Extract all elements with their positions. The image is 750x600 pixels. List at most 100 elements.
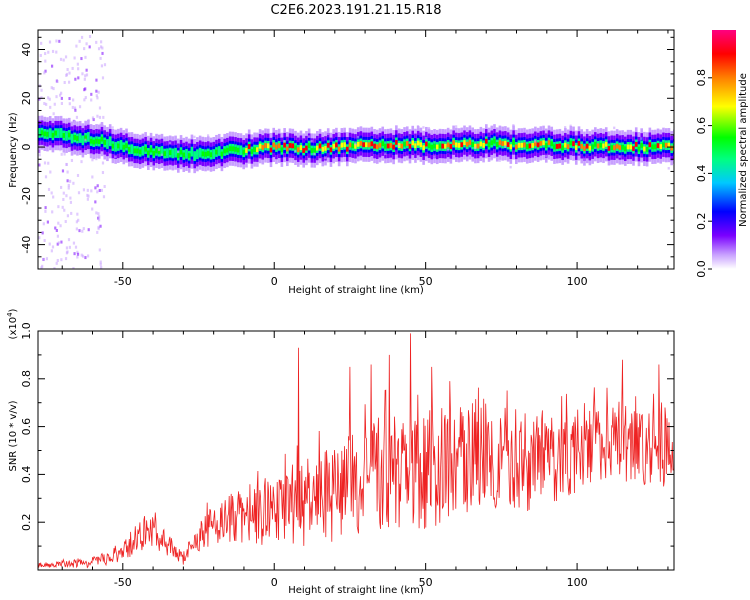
heatmap-cell — [618, 155, 621, 158]
heatmap-cell — [103, 184, 106, 188]
heatmap-cell — [416, 125, 420, 128]
heatmap-cell — [106, 141, 109, 147]
heatmap-cell — [643, 146, 646, 152]
snr-multiplier: (x104) — [6, 308, 19, 339]
heatmap-cell — [82, 188, 86, 192]
heatmap-cell — [583, 158, 586, 161]
heatmap-cell — [43, 102, 46, 106]
heatmap-cell — [48, 97, 51, 101]
heatmap-cell — [277, 143, 281, 149]
heatmap-cell — [38, 130, 41, 136]
heatmap-cell — [43, 71, 46, 75]
heatmap-cell — [583, 146, 586, 152]
heatmap-cell — [98, 218, 101, 222]
heatmap-cell — [351, 143, 355, 149]
heatmap-cell — [98, 188, 101, 192]
heatmap-cell — [49, 170, 52, 174]
snr-panel: -50 0 50 100 0.2 0.4 0.6 0.8 1.0 Height of strai… — [6, 308, 675, 596]
heatmap-cell — [84, 55, 87, 59]
heatmap-cell — [299, 145, 303, 151]
heatmap-cell — [81, 229, 84, 233]
heatmap-cell — [572, 141, 575, 147]
heatmap-cell — [95, 40, 98, 44]
heatmap-cell — [324, 145, 327, 151]
heatmap-cell — [359, 140, 363, 146]
heatmap-cell — [63, 81, 66, 85]
heatmap-cell — [288, 143, 292, 148]
heatmap-cell — [77, 218, 80, 222]
heatmap-cell — [56, 234, 59, 238]
heatmap-cell — [403, 141, 406, 147]
heatmap-cell — [65, 72, 68, 76]
heatmap-cell — [96, 230, 99, 234]
heatmap-cell — [97, 139, 101, 145]
heatmap-cell — [49, 105, 52, 109]
heatmap-cell — [77, 191, 81, 195]
heatmap-cell — [474, 146, 477, 150]
heatmap-cell — [111, 143, 115, 149]
heatmap-cell — [52, 112, 55, 116]
heatmap-cell — [365, 142, 368, 148]
heatmap-cell — [381, 141, 385, 147]
heatmap-cell — [618, 145, 622, 150]
heatmap-cell — [479, 141, 483, 147]
heatmap-cell — [87, 228, 90, 232]
heatmap-cell — [102, 115, 105, 119]
heatmap-cell — [182, 152, 186, 158]
heatmap-cell — [60, 258, 63, 262]
snr-series-line — [38, 333, 674, 569]
heatmap-cell — [386, 143, 390, 149]
heatmap-cell — [88, 35, 92, 39]
heatmap-cell — [133, 148, 136, 154]
heatmap-cell — [444, 143, 447, 149]
heatmap-cell — [78, 135, 82, 141]
heatmap-cell — [460, 142, 464, 148]
heatmap-cell — [114, 144, 117, 150]
heatmap-cell — [55, 261, 58, 265]
heatmap-cell — [40, 96, 43, 100]
heatmap-cell — [256, 147, 259, 153]
heatmap-x-label: Height of straight line (km) — [288, 285, 424, 296]
heatmap-cell — [91, 158, 94, 162]
heatmap-cell — [68, 80, 71, 84]
heatmap-cell — [171, 150, 175, 156]
snr-x-tick-label: 0 — [271, 576, 278, 589]
heatmap-cell — [97, 90, 100, 94]
heatmap-cell — [231, 146, 235, 152]
heatmap-cell — [64, 55, 68, 59]
heatmap-cell — [147, 150, 150, 156]
heatmap-cell — [66, 214, 70, 218]
heatmap-cell — [83, 77, 86, 81]
heatmap-cell — [258, 143, 262, 149]
heatmap-cell — [75, 227, 78, 231]
heatmap-cell — [634, 141, 638, 147]
heatmap-cell — [321, 146, 325, 152]
snr-x-tick-label: 50 — [419, 576, 433, 589]
heatmap-cell — [157, 148, 161, 151]
heatmap-cell — [613, 145, 616, 151]
heatmap-cell — [57, 130, 60, 136]
heatmap-cell — [56, 80, 59, 84]
heatmap-cell — [283, 142, 286, 148]
heatmap-cell — [291, 143, 295, 149]
heatmap-cell — [101, 51, 104, 55]
heatmap-cell — [62, 58, 65, 62]
heatmap-cell — [50, 191, 53, 195]
heatmap-cell — [294, 149, 297, 153]
heatmap-cell — [422, 145, 425, 151]
heatmap-cell — [108, 138, 112, 144]
heatmap-cell — [664, 142, 668, 148]
heatmap-cell — [95, 211, 98, 215]
heatmap-cell — [99, 45, 103, 49]
heatmap-cell — [141, 148, 145, 154]
colorbar-ticks: 0.0 0.2 0.4 0.6 0.8 — [695, 69, 712, 278]
heatmap-cell — [520, 142, 524, 148]
heatmap-cell — [555, 143, 559, 149]
heatmap-cell — [103, 63, 107, 67]
heatmap-cell — [455, 125, 458, 128]
heatmap-cell — [542, 140, 545, 146]
heatmap-cell — [55, 95, 58, 99]
heatmap-cell — [90, 189, 93, 193]
heatmap-cell — [78, 105, 82, 109]
heatmap-cell — [47, 161, 50, 165]
